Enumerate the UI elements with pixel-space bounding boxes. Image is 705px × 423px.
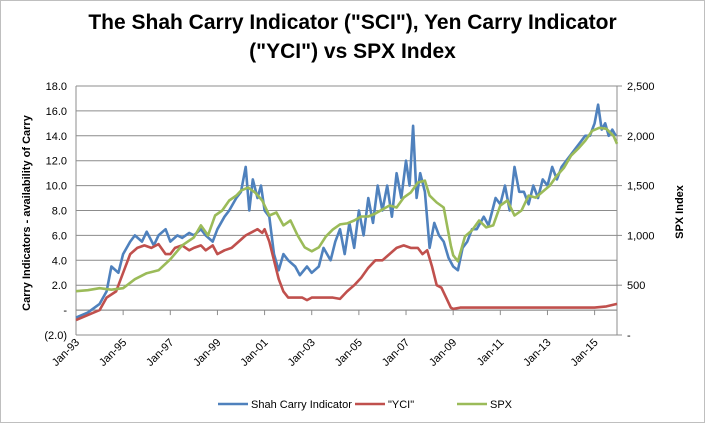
x-tick-label: Jan-01 [238, 337, 270, 369]
x-tick-label: Jan-95 [97, 337, 129, 369]
left-tick-label: 4.0 [52, 255, 67, 267]
x-tick-label: Jan-13 [521, 337, 553, 369]
legend-label: "YCI" [388, 399, 414, 411]
right-tick-label: 2,000 [627, 131, 655, 143]
left-tick-label: 18.0 [46, 81, 67, 93]
right-tick-label: 500 [627, 280, 645, 292]
x-tick-label: Jan-99 [191, 337, 223, 369]
series-line [75, 103, 617, 319]
right-axis-title: SPX Index [674, 184, 686, 239]
left-tick-label: 14.0 [46, 131, 67, 143]
series-lines [75, 103, 619, 322]
x-tick-label: Jan-05 [333, 337, 365, 369]
legend-label: Shah Carry Indicator [251, 399, 352, 411]
legend: Shah Carry Indicator "YCI" SPX [218, 399, 513, 411]
left-tick-label: 16.0 [46, 106, 67, 118]
x-axis-ticks: Jan-93 Jan-95 Jan-97 Jan-99 Jan-01 Jan-03 Jan-… [50, 337, 601, 369]
right-tick-label: 1,500 [627, 181, 655, 193]
right-tick-label: 1,000 [627, 230, 655, 242]
left-tick-label: - [63, 305, 67, 317]
x-tick-label: Jan-97 [144, 337, 176, 369]
right-axis-ticks: - 500 1,000 1,500 2,000 2,500 [627, 81, 655, 342]
chart-title-line-1: The Shah Carry Indicator ("SCI"), Yen Ca… [88, 11, 617, 34]
gridlines [76, 85, 617, 336]
x-tick-label: Jan-09 [427, 337, 459, 369]
left-tick-label: 10.0 [46, 181, 67, 193]
x-tick-label: Jan-11 [475, 337, 507, 369]
series-line [75, 227, 618, 322]
right-tick-label: - [627, 330, 631, 342]
chart-title: The Shah Carry Indicator ("SCI"), Yen Ca… [0, 8, 705, 66]
chart-title-line-2: ("YCI") vs SPX Index [249, 40, 456, 63]
left-axis-ticks: (2.0) - 2.0 4.0 6.0 8.0 10.0 12.0 14.0 16.0 18.0 [44, 81, 67, 342]
left-tick-label: 8.0 [52, 206, 67, 218]
left-axis-title: Carry Indicators - availability of Carry [21, 114, 33, 311]
right-tick-label: 2,500 [627, 81, 655, 93]
x-tick-label: Jan-07 [380, 337, 412, 369]
x-tick-label: Jan-15 [568, 337, 600, 369]
left-tick-label: 2.0 [52, 280, 67, 292]
legend-label: SPX [490, 399, 513, 411]
left-tick-label: 12.0 [46, 156, 67, 168]
axes [75, 85, 622, 336]
series-line [75, 126, 619, 293]
x-tick-label: Jan-03 [286, 337, 318, 369]
left-tick-label: 6.0 [52, 230, 67, 242]
left-tick-label: (2.0) [44, 330, 67, 342]
